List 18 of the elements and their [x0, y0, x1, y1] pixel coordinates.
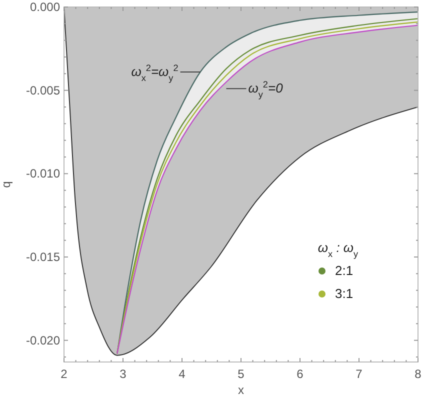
y-tick-label: -0.010: [26, 166, 60, 181]
x-tick-label: 8: [414, 367, 422, 381]
x-tick-label: 3: [120, 367, 127, 381]
annotation: ω$_{y}$$^{2}$=0: [248, 80, 284, 100]
legend-label: 2:1: [335, 263, 354, 278]
legend-title: ω$_{x}$ : ω$_{y}$: [318, 240, 359, 259]
legend-label: 3:1: [335, 286, 354, 301]
y-tick-label: -0.020: [26, 333, 60, 348]
x-axis-title: x: [238, 383, 244, 397]
x-tick-label: 5: [238, 367, 245, 381]
x-tick-label: 6: [296, 367, 304, 381]
x-tick-label: 7: [356, 367, 363, 381]
y-tick-label: 0.000: [30, 0, 60, 14]
y-axis-title: q: [0, 181, 13, 188]
y-tick-label: -0.005: [26, 83, 60, 98]
x-tick-label: 4: [178, 367, 186, 381]
y-tick-label: -0.015: [26, 250, 60, 264]
x-tick-label: 2: [60, 367, 68, 381]
